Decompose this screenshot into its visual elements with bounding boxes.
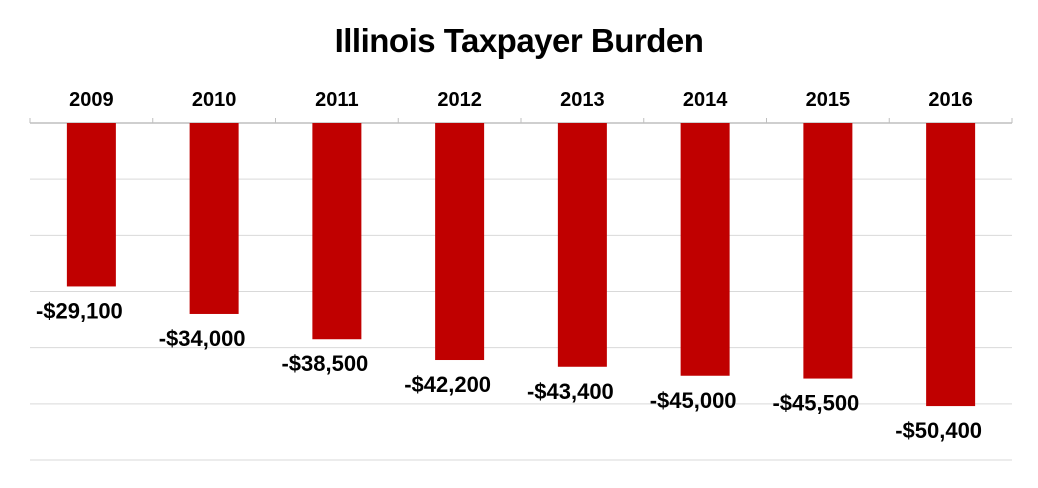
category-label-2016: 2016 (928, 89, 973, 111)
data-label-2009: -$29,100 (36, 298, 123, 323)
gridlines (30, 178, 1012, 461)
data-label-2014: -$45,000 (650, 388, 737, 413)
data-label-2012: -$42,200 (404, 372, 491, 397)
category-label-2009: 2009 (69, 89, 114, 111)
bar-2014 (680, 123, 730, 376)
category-labels: 2009 2010 2011 2012 2013 2014 2015 2016 (69, 89, 973, 111)
data-label-2010: -$34,000 (159, 326, 246, 351)
category-label-2011: 2011 (315, 89, 358, 111)
chart-title: Illinois Taxpayer Burden (334, 22, 704, 59)
data-labels: -$29,100 -$34,000 -$38,500 -$42,200 -$43,400… (36, 298, 982, 443)
data-label-2016: -$50,400 (895, 418, 982, 443)
bar-2012 (435, 123, 485, 361)
data-label-2013: -$43,400 (527, 379, 614, 404)
x-axis (29, 118, 1013, 124)
category-label-2012: 2012 (437, 89, 482, 111)
category-label-2010: 2010 (192, 89, 237, 111)
bar-2011 (312, 123, 362, 340)
category-label-2015: 2015 (806, 89, 851, 111)
bar-2009 (66, 123, 116, 287)
bars (66, 123, 976, 407)
category-label-2014: 2014 (683, 89, 728, 111)
data-label-2015: -$45,500 (772, 391, 859, 416)
category-label-2013: 2013 (560, 89, 605, 111)
bar-2010 (189, 123, 239, 314)
bar-2015 (803, 123, 853, 379)
bar-2013 (557, 123, 607, 367)
data-label-2011: -$38,500 (281, 351, 368, 376)
bar-2016 (926, 123, 976, 407)
